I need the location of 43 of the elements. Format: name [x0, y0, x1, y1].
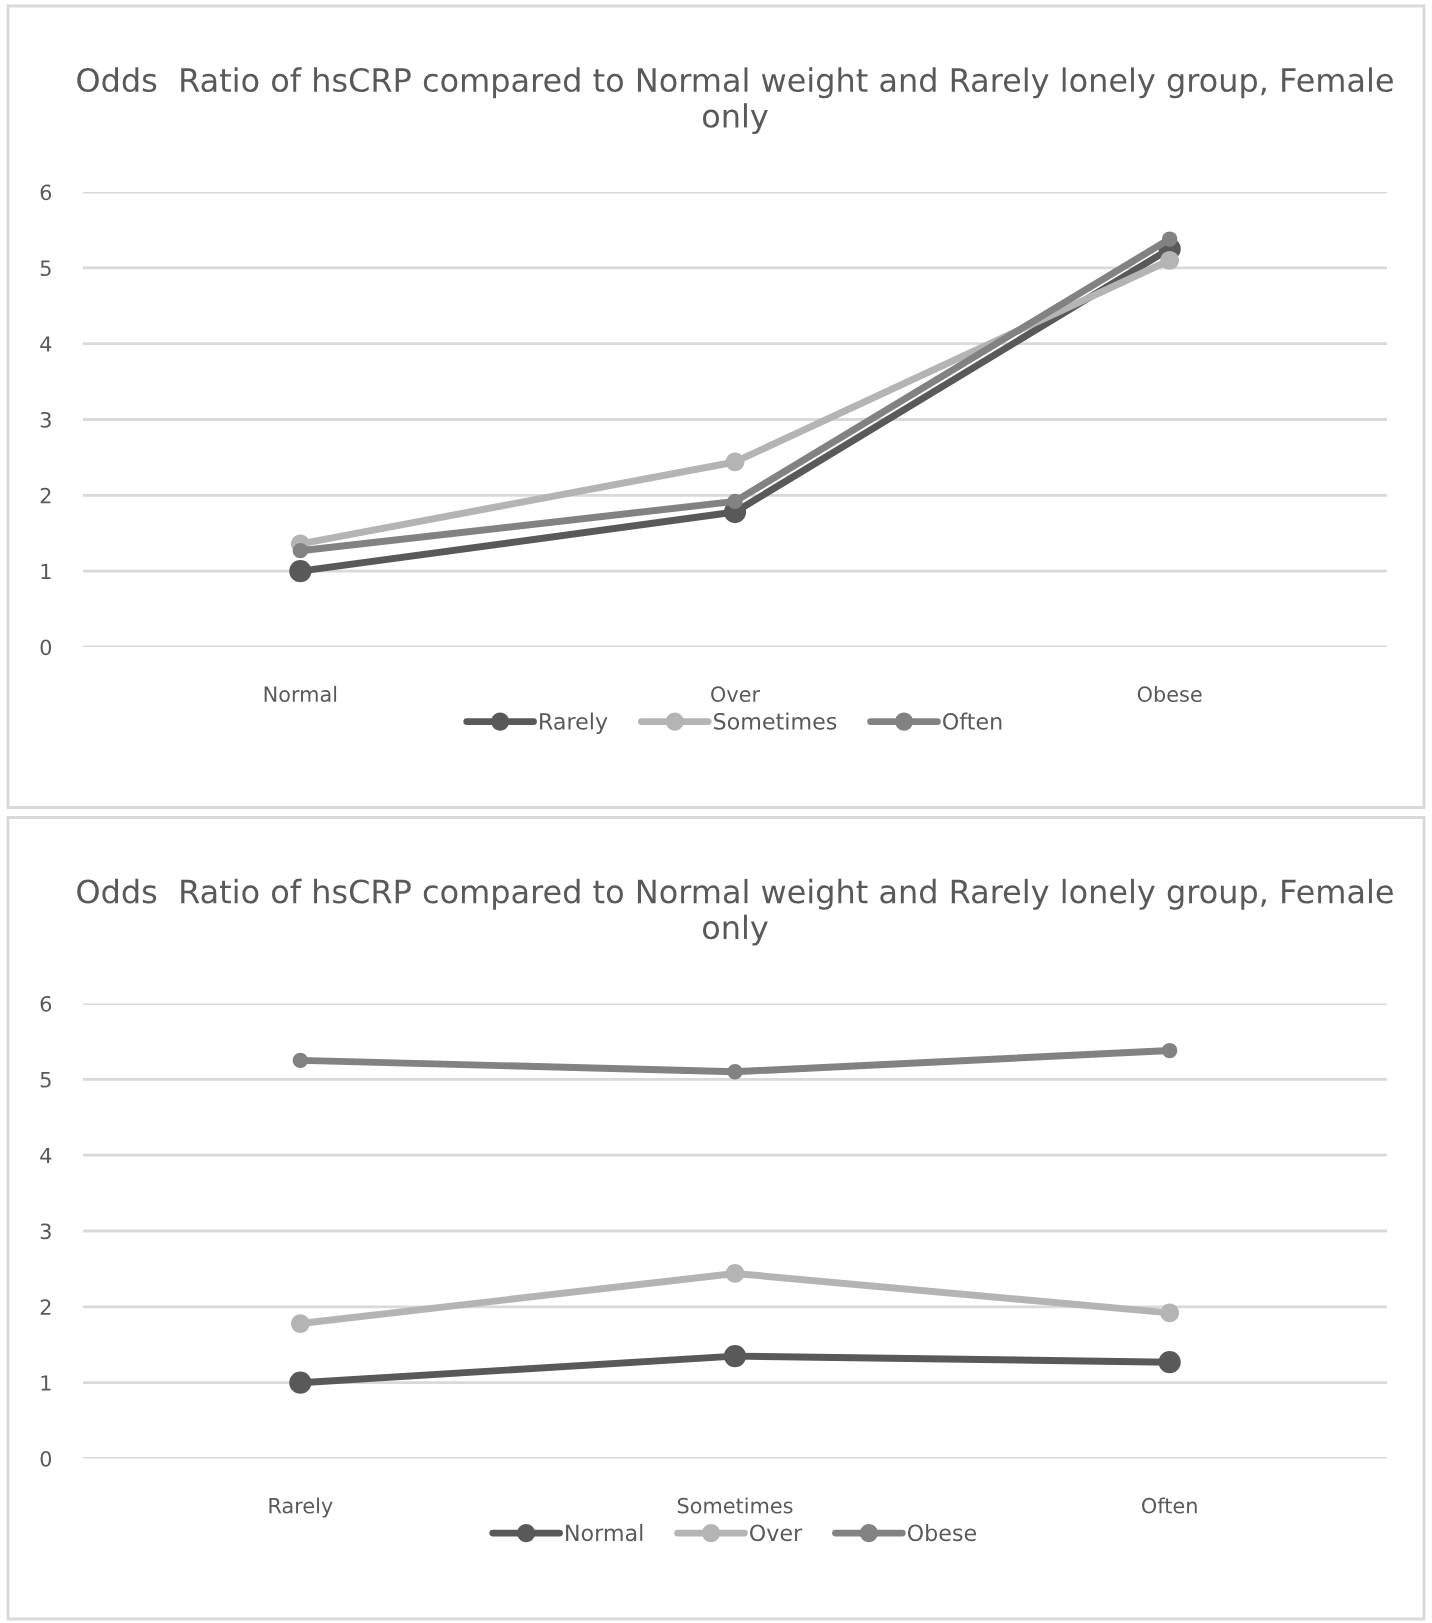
- x-tick-label: Sometimes: [677, 1497, 793, 1514]
- point: [725, 1264, 745, 1283]
- y-tick-label: 5: [40, 1072, 51, 1088]
- point: [292, 1052, 308, 1069]
- point: [289, 1371, 312, 1394]
- y-tick-label: 4: [40, 336, 52, 352]
- y-tick-label: 5: [40, 260, 51, 277]
- point: [727, 493, 743, 510]
- chart-title: Odds Ratio of hsCRP compared to Normal weight and Rarely lonely group, Female only: [77, 878, 1393, 946]
- y-tick-label: 1: [41, 1375, 51, 1391]
- x-tick-label: Normal: [264, 685, 337, 703]
- legend-label: Obese: [907, 1524, 976, 1542]
- point: [1158, 1351, 1181, 1374]
- legend-label: Often: [943, 712, 1002, 730]
- y-tick-label: 1: [41, 563, 51, 580]
- x-tick-label: Often: [1142, 1497, 1197, 1514]
- legend-label: Over: [750, 1524, 803, 1542]
- legend-label: Sometimes: [714, 712, 837, 730]
- legend-label: Rarely: [540, 712, 608, 735]
- point: [1160, 250, 1180, 270]
- y-tick-label: 4: [40, 1147, 52, 1164]
- point: [289, 560, 312, 583]
- point: [290, 1314, 310, 1333]
- y-tick-label: 0: [40, 1450, 52, 1467]
- y-tick-label: 6: [40, 184, 52, 201]
- y-tick-label: 0: [40, 639, 52, 656]
- point: [1162, 1042, 1178, 1059]
- chart-title: Odds Ratio of hsCRP compared to Normal weight and Rarely lonely group, Female only: [77, 67, 1393, 135]
- x-tick-label: Obese: [1137, 685, 1202, 703]
- point: [725, 452, 745, 472]
- legend-label: Normal: [566, 1524, 643, 1542]
- y-tick-label: 2: [40, 1299, 51, 1315]
- x-tick-label: Rarely: [269, 1497, 333, 1518]
- point: [723, 1345, 747, 1368]
- point: [727, 1064, 743, 1080]
- x-tick-label: Over: [711, 686, 761, 703]
- y-tick-label: 3: [40, 1223, 51, 1240]
- point: [1160, 1303, 1180, 1323]
- point: [1162, 231, 1178, 247]
- y-tick-label: 6: [40, 995, 52, 1012]
- y-tick-label: 3: [40, 411, 51, 428]
- point: [292, 543, 308, 559]
- y-tick-label: 2: [40, 487, 51, 504]
